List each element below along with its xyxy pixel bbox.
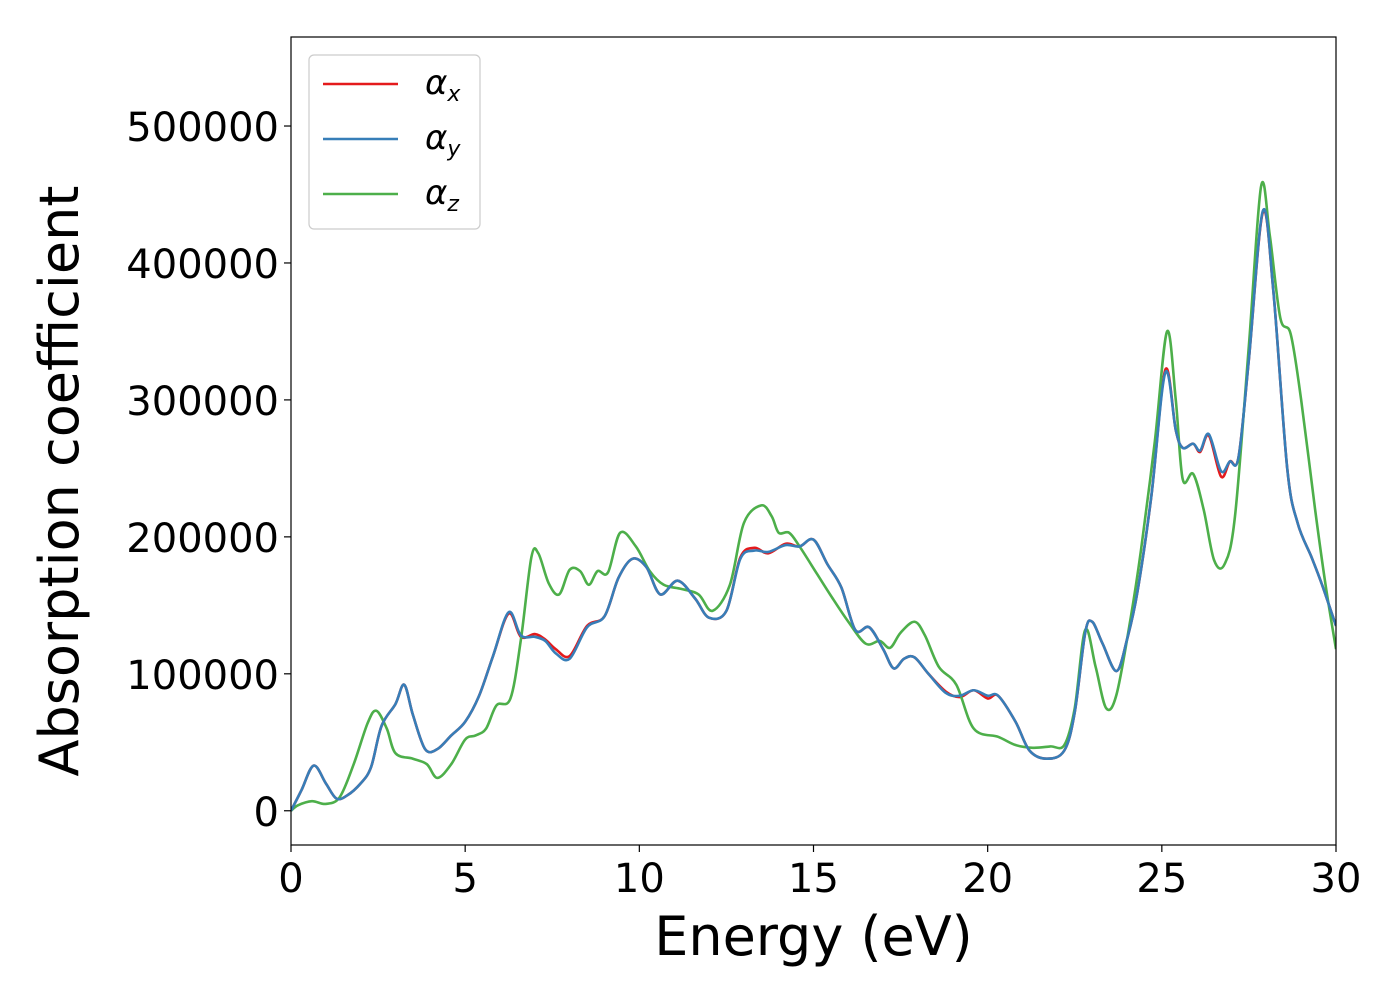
series-layer [291, 180, 1336, 812]
legend-box [308, 54, 481, 230]
y-tick-label: 100000 [126, 653, 279, 699]
x-axis-label: Energy (eV) [654, 905, 973, 968]
y-tick-label: 300000 [126, 379, 279, 425]
x-axis-ticks: 0 5 10 15 20 25 30 [278, 845, 1361, 902]
x-tick-label: 25 [1136, 856, 1187, 902]
legend-label-y: αy [425, 118, 461, 162]
x-tick-label: 20 [962, 856, 1013, 902]
y-axis-label: Absorption coefficient [28, 186, 91, 777]
legend-label-z: αz [425, 173, 459, 217]
legend: αx αy αz [308, 54, 481, 230]
x-tick-label: 0 [278, 856, 303, 902]
series-line-z [291, 180, 1336, 812]
y-tick-label: 200000 [126, 516, 279, 562]
x-tick-label: 10 [614, 856, 665, 902]
legend-label-x: αx [425, 63, 461, 107]
y-axis-ticks: 0 100000 200000 300000 400000 500000 [126, 105, 291, 836]
x-tick-label: 15 [788, 856, 839, 902]
x-tick-label: 30 [1311, 856, 1362, 902]
y-tick-label: 0 [254, 790, 279, 836]
y-tick-label: 400000 [126, 242, 279, 288]
y-tick-label: 500000 [126, 105, 279, 151]
series-line-y [291, 207, 1336, 812]
x-tick-label: 5 [452, 856, 477, 902]
